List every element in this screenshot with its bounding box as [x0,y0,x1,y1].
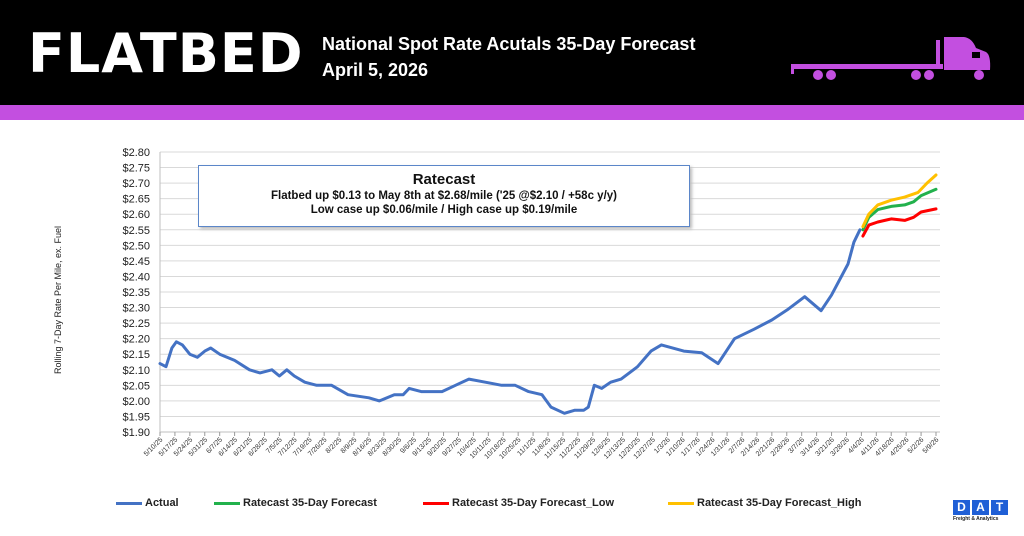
accent-strip [0,105,1024,120]
logo-tagline: Freight & Analytics [953,516,999,522]
annotation-title: Ratecast [412,171,476,188]
series-line-ratecast-35-day-forecast [861,187,938,232]
y-tick-label: $2.55 [122,225,150,237]
legend-item-actual: Actual [116,497,179,509]
dat-logo: D A T Freight & Analytics [953,500,1008,522]
legend-label: Ratecast 35-Day Forecast_High [697,497,862,509]
legend-label: Actual [145,497,179,509]
y-tick-label: $2.00 [122,396,150,408]
series-line-ratecast-35-day-forecast-low [861,207,938,238]
y-tick-label: $2.45 [122,256,150,268]
brand-title: FLATBED [28,22,304,85]
legend-label: Ratecast 35-Day Forecast [243,497,377,509]
ratecast-annotation: Ratecast Flatbed up $0.13 to May 8th at … [198,165,690,227]
legend-item-forecast-low: Ratecast 35-Day Forecast_Low [423,497,614,509]
legend-item-forecast-high: Ratecast 35-Day Forecast_High [668,497,861,509]
y-tick-label: $2.80 [122,147,150,159]
y-tick-label: $2.60 [122,209,150,221]
y-tick-label: $2.05 [122,380,150,392]
y-tick-label: $2.25 [122,318,150,330]
x-tick-label: 5/9/26 [922,436,941,455]
legend-swatch [423,501,449,505]
y-tick-label: $1.95 [122,411,150,423]
logo-letter: T [991,500,1008,515]
report-date: April 5, 2026 [322,60,429,80]
flatbed-truck-icon [791,37,991,80]
logo-letter: A [972,500,989,515]
y-tick-label: $1.90 [122,427,150,439]
header-banner: FLATBED National Spot Rate Acutals 35-Da… [0,0,1024,105]
y-tick-label: $2.35 [122,287,150,299]
y-tick-label: $2.20 [122,334,150,346]
series-line-ratecast-35-day-forecast-high [861,173,938,229]
legend-swatch [668,501,694,505]
y-tick-label: $2.30 [122,303,150,315]
legend-swatch [214,501,240,505]
annotation-line-1: Flatbed up $0.13 to May 8th at $2.68/mil… [270,190,617,202]
legend-item-forecast: Ratecast 35-Day Forecast [214,497,377,509]
y-tick-label: $2.40 [122,271,150,283]
y-tick-label: $2.70 [122,178,150,190]
legend-label: Ratecast 35-Day Forecast_Low [452,497,615,509]
chart-title: National Spot Rate Acutals 35-Day Foreca… [322,34,696,54]
annotation-line-2: Low case up $0.06/mile / High case up $0… [310,204,578,216]
logo-letter: D [953,500,970,515]
y-tick-label: $2.50 [122,240,150,252]
legend-swatch [116,501,142,505]
y-tick-label: $2.75 [122,163,150,175]
y-tick-label: $2.10 [122,365,150,377]
series-line-actual [158,228,862,415]
y-tick-label: $2.65 [122,194,150,206]
y-tick-label: $2.15 [122,349,150,361]
